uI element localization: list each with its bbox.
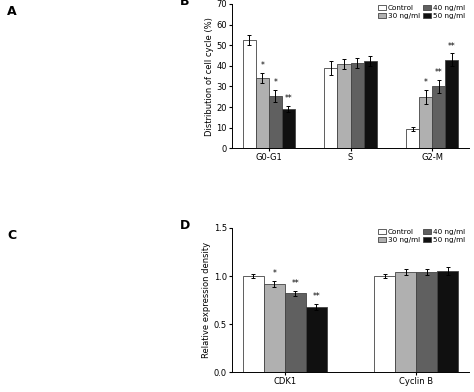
Bar — [438, 271, 458, 372]
Bar — [256, 78, 269, 149]
Bar — [416, 272, 438, 372]
Text: A: A — [7, 5, 17, 18]
Legend: Control, 30 ng/ml, 40 ng/ml, 50 ng/ml: Control, 30 ng/ml, 40 ng/ml, 50 ng/ml — [378, 229, 465, 244]
Text: **: ** — [284, 94, 292, 103]
Bar — [243, 40, 256, 149]
Bar — [282, 109, 295, 149]
Bar — [419, 97, 432, 149]
Bar — [264, 284, 285, 372]
Text: *: * — [424, 78, 428, 87]
Bar — [243, 276, 264, 372]
Y-axis label: Relative expression density: Relative expression density — [202, 242, 211, 358]
Bar — [337, 64, 351, 149]
Text: *: * — [260, 61, 264, 70]
Bar — [364, 61, 377, 149]
Y-axis label: Distribution of cell cycle (%): Distribution of cell cycle (%) — [205, 17, 214, 136]
Text: D: D — [180, 219, 190, 232]
Bar — [269, 96, 282, 149]
Bar — [432, 87, 446, 149]
Text: B: B — [180, 0, 189, 8]
Bar — [324, 68, 337, 149]
Bar — [306, 307, 327, 372]
Text: **: ** — [292, 279, 299, 288]
Bar — [446, 60, 458, 149]
Text: C: C — [7, 229, 16, 242]
Text: *: * — [272, 269, 276, 278]
Legend: Control, 30 ng/ml, 40 ng/ml, 50 ng/ml: Control, 30 ng/ml, 40 ng/ml, 50 ng/ml — [378, 5, 465, 20]
Bar — [406, 129, 419, 149]
Text: **: ** — [435, 69, 443, 77]
Text: *: * — [273, 78, 277, 87]
Bar — [395, 272, 416, 372]
Bar — [285, 293, 306, 372]
Bar — [374, 276, 395, 372]
Bar — [351, 63, 364, 149]
Text: **: ** — [312, 292, 320, 301]
Text: **: ** — [448, 42, 456, 51]
